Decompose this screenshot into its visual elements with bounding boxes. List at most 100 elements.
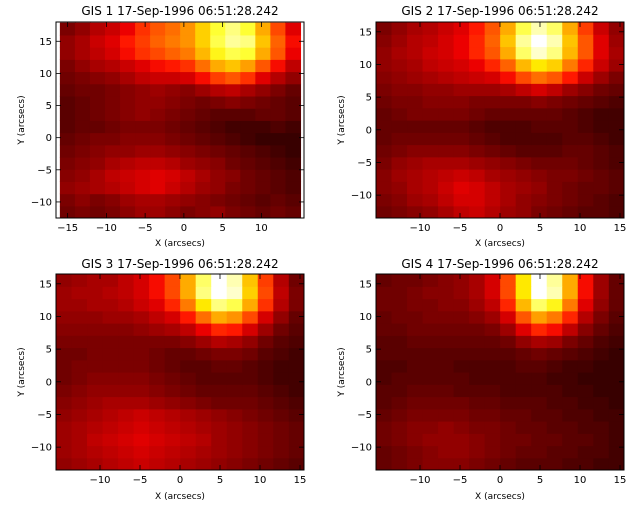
heatmap-cell [288, 323, 304, 336]
heatmap-cell [225, 193, 241, 207]
heatmap-cell [211, 396, 228, 410]
heatmap-cell [438, 22, 455, 35]
heatmap-cell [225, 95, 241, 109]
heatmap-cell [102, 372, 119, 385]
heatmap-cell [120, 22, 136, 36]
heatmap-cell [531, 71, 548, 84]
heatmap-cell [515, 95, 532, 109]
heatmap-cell [150, 132, 166, 146]
heatmap-cell [453, 58, 470, 72]
heatmap-cell [71, 445, 88, 459]
heatmap-cell [165, 120, 181, 134]
heatmap-cell [180, 71, 196, 85]
heatmap-cell [422, 286, 439, 300]
heatmap-cell [56, 274, 73, 287]
heatmap-cell [164, 384, 181, 398]
heatmap-cell [484, 286, 501, 300]
heatmap-cell [422, 205, 439, 218]
heatmap-cell [593, 274, 610, 287]
heatmap-cell [422, 22, 439, 35]
heatmap-cell [270, 132, 286, 146]
heatmap-cell [135, 205, 151, 218]
heatmap-cell [149, 359, 166, 373]
heatmap-cell [484, 132, 501, 146]
heatmap-cell [608, 445, 624, 459]
heatmap-cell [225, 120, 241, 134]
heatmap-cell [285, 193, 302, 207]
heatmap-cell [59, 120, 76, 134]
heatmap-cell [242, 274, 259, 287]
heatmap-cell [453, 205, 470, 218]
heatmap-cell [211, 359, 228, 373]
heatmap-cells [376, 22, 624, 218]
heatmap-cell [150, 120, 166, 134]
heatmap-cell [255, 95, 271, 109]
heatmap-cell [453, 298, 470, 312]
heatmap-cell [288, 421, 304, 434]
heatmap-cell [515, 169, 532, 182]
heatmap-cell [195, 347, 212, 361]
heatmap-cell [225, 156, 241, 170]
heatmap-cell [577, 457, 594, 470]
heatmap-cell [87, 274, 104, 287]
heatmap-cell [531, 181, 548, 195]
heatmap-cell [593, 347, 610, 361]
heatmap-cell [515, 347, 532, 361]
heatmap-cell [135, 83, 151, 97]
heatmap-cell [546, 193, 563, 207]
heatmap-cell [515, 372, 532, 385]
heatmap-cell [562, 46, 579, 60]
heatmap-cell [453, 120, 470, 133]
x-tick-label: −15 [57, 223, 78, 234]
x-tick-label: 5 [217, 475, 223, 486]
heatmap-cell [593, 169, 610, 182]
heatmap-cell [376, 83, 393, 97]
heatmap-cell [531, 286, 548, 300]
heatmap-cell [469, 169, 486, 182]
heatmap-cell [180, 274, 197, 287]
heatmap-cell [120, 181, 136, 195]
heatmap-cell [240, 108, 256, 121]
heatmap-cell [438, 323, 455, 336]
heatmap-cell [469, 83, 486, 97]
heatmap-cell [120, 193, 136, 207]
panel-title: GIS 2 17-Sep-1996 06:51:28.242 [401, 4, 598, 18]
heatmap-cell [273, 408, 290, 422]
heatmap-cell [240, 181, 256, 195]
heatmap-cell [422, 58, 439, 72]
heatmap-cell [608, 193, 624, 207]
heatmap-cell [577, 433, 594, 447]
heatmap-cell [453, 132, 470, 146]
x-tick-label: 5 [537, 475, 543, 486]
heatmap-cell [118, 335, 135, 349]
heatmap-cell [422, 169, 439, 182]
x-tick-label: 5 [219, 223, 225, 234]
x-tick-label: 0 [497, 475, 503, 486]
heatmap-cell [87, 323, 104, 336]
heatmap-cell [407, 457, 424, 470]
heatmap-cell [211, 445, 228, 459]
heatmap-cell [562, 58, 579, 72]
heatmap-cell [102, 359, 119, 373]
heatmap-cell [500, 298, 517, 312]
heatmap-cell [577, 384, 594, 398]
heatmap-cell [59, 22, 76, 36]
heatmap-cell [531, 156, 548, 170]
heatmap-cell [255, 193, 271, 207]
y-axis-label: Y (arcsecs) [17, 95, 27, 145]
heatmap-cell [546, 396, 563, 410]
x-tick-label: −5 [138, 223, 153, 234]
heatmap-cell [500, 71, 517, 84]
heatmap-cell [562, 107, 579, 121]
x-tick-label: 15 [614, 475, 627, 486]
heatmap-cell [577, 107, 594, 121]
heatmap-cell [407, 144, 424, 158]
heatmap-cell [133, 421, 150, 434]
heatmap-cell [438, 181, 455, 195]
heatmap-cell [515, 384, 532, 398]
heatmap-cells [376, 274, 624, 470]
heatmap-cell [285, 59, 302, 73]
heatmap-cell [102, 286, 119, 300]
heatmap-cell [562, 310, 579, 324]
heatmap-cell [515, 310, 532, 324]
